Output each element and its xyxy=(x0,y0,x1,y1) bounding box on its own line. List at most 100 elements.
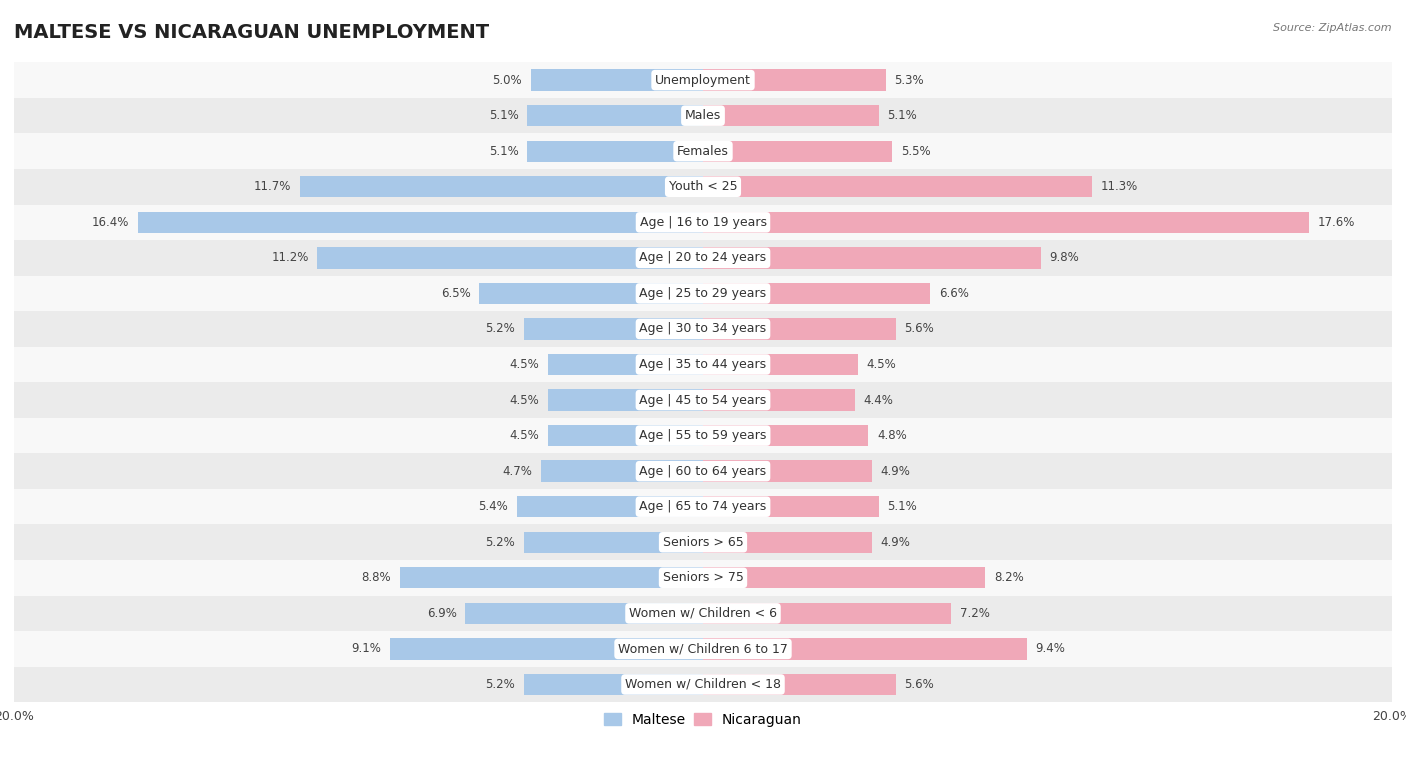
Bar xyxy=(14,311,1392,347)
Text: 6.5%: 6.5% xyxy=(440,287,471,300)
Bar xyxy=(517,496,703,517)
Bar xyxy=(703,496,879,517)
Bar xyxy=(703,176,1092,198)
Text: 5.1%: 5.1% xyxy=(489,109,519,122)
Bar xyxy=(524,318,703,340)
Bar xyxy=(14,204,1392,240)
Bar xyxy=(703,70,886,91)
Text: 11.2%: 11.2% xyxy=(271,251,308,264)
Text: 8.8%: 8.8% xyxy=(361,572,391,584)
Bar xyxy=(703,389,855,411)
Text: Age | 20 to 24 years: Age | 20 to 24 years xyxy=(640,251,766,264)
Bar xyxy=(703,283,931,304)
Text: 5.2%: 5.2% xyxy=(485,536,515,549)
Text: 11.3%: 11.3% xyxy=(1101,180,1137,193)
Bar xyxy=(527,141,703,162)
Bar xyxy=(14,489,1392,525)
Text: 5.6%: 5.6% xyxy=(904,678,934,691)
Bar xyxy=(703,141,893,162)
Text: 5.0%: 5.0% xyxy=(492,73,522,86)
Bar xyxy=(541,460,703,481)
Bar xyxy=(14,453,1392,489)
Text: Age | 35 to 44 years: Age | 35 to 44 years xyxy=(640,358,766,371)
Text: Source: ZipAtlas.com: Source: ZipAtlas.com xyxy=(1274,23,1392,33)
Bar xyxy=(703,638,1026,659)
Bar xyxy=(318,248,703,269)
Bar xyxy=(14,240,1392,276)
Bar xyxy=(14,418,1392,453)
Text: 5.2%: 5.2% xyxy=(485,322,515,335)
Text: Seniors > 65: Seniors > 65 xyxy=(662,536,744,549)
Text: 5.1%: 5.1% xyxy=(887,109,917,122)
Bar xyxy=(465,603,703,624)
Text: 5.1%: 5.1% xyxy=(887,500,917,513)
Bar xyxy=(703,212,1309,233)
Text: 11.7%: 11.7% xyxy=(254,180,291,193)
Bar xyxy=(703,460,872,481)
Bar xyxy=(299,176,703,198)
Bar xyxy=(703,248,1040,269)
Text: 16.4%: 16.4% xyxy=(91,216,129,229)
Text: 4.5%: 4.5% xyxy=(509,429,540,442)
Bar xyxy=(14,525,1392,560)
Text: 5.4%: 5.4% xyxy=(478,500,509,513)
Text: 4.9%: 4.9% xyxy=(880,536,910,549)
Text: 8.2%: 8.2% xyxy=(994,572,1024,584)
Bar xyxy=(703,674,896,695)
Text: 17.6%: 17.6% xyxy=(1317,216,1355,229)
Text: Age | 16 to 19 years: Age | 16 to 19 years xyxy=(640,216,766,229)
Bar xyxy=(14,631,1392,667)
Text: Youth < 25: Youth < 25 xyxy=(669,180,737,193)
Text: 9.4%: 9.4% xyxy=(1035,643,1066,656)
Text: MALTESE VS NICARAGUAN UNEMPLOYMENT: MALTESE VS NICARAGUAN UNEMPLOYMENT xyxy=(14,23,489,42)
Bar xyxy=(14,560,1392,596)
Text: Age | 60 to 64 years: Age | 60 to 64 years xyxy=(640,465,766,478)
Text: Age | 30 to 34 years: Age | 30 to 34 years xyxy=(640,322,766,335)
Bar xyxy=(524,674,703,695)
Text: Age | 55 to 59 years: Age | 55 to 59 years xyxy=(640,429,766,442)
Bar xyxy=(14,133,1392,169)
Bar xyxy=(14,62,1392,98)
Bar xyxy=(548,354,703,375)
Bar xyxy=(703,425,869,447)
Bar xyxy=(399,567,703,588)
Text: 5.1%: 5.1% xyxy=(489,145,519,157)
Bar xyxy=(703,105,879,126)
Text: Women w/ Children 6 to 17: Women w/ Children 6 to 17 xyxy=(619,643,787,656)
Text: 4.7%: 4.7% xyxy=(502,465,533,478)
Bar xyxy=(524,531,703,553)
Text: Males: Males xyxy=(685,109,721,122)
Text: Age | 25 to 29 years: Age | 25 to 29 years xyxy=(640,287,766,300)
Text: Unemployment: Unemployment xyxy=(655,73,751,86)
Text: 9.1%: 9.1% xyxy=(352,643,381,656)
Text: 6.6%: 6.6% xyxy=(939,287,969,300)
Text: 4.5%: 4.5% xyxy=(509,358,540,371)
Bar xyxy=(527,105,703,126)
Text: 5.6%: 5.6% xyxy=(904,322,934,335)
Text: 4.5%: 4.5% xyxy=(509,394,540,407)
Bar xyxy=(703,318,896,340)
Text: 9.8%: 9.8% xyxy=(1049,251,1078,264)
Bar xyxy=(703,531,872,553)
Bar xyxy=(14,169,1392,204)
Bar xyxy=(138,212,703,233)
Text: 4.8%: 4.8% xyxy=(877,429,907,442)
Text: Women w/ Children < 18: Women w/ Children < 18 xyxy=(626,678,780,691)
Bar xyxy=(14,347,1392,382)
Text: 4.4%: 4.4% xyxy=(863,394,893,407)
Text: Age | 45 to 54 years: Age | 45 to 54 years xyxy=(640,394,766,407)
Bar xyxy=(14,667,1392,702)
Text: Seniors > 75: Seniors > 75 xyxy=(662,572,744,584)
Text: 5.2%: 5.2% xyxy=(485,678,515,691)
Bar xyxy=(531,70,703,91)
Bar xyxy=(703,354,858,375)
Text: 4.5%: 4.5% xyxy=(866,358,897,371)
Text: 7.2%: 7.2% xyxy=(960,607,990,620)
Text: Age | 65 to 74 years: Age | 65 to 74 years xyxy=(640,500,766,513)
Text: 4.9%: 4.9% xyxy=(880,465,910,478)
Bar xyxy=(14,382,1392,418)
Bar xyxy=(389,638,703,659)
Bar xyxy=(14,98,1392,133)
Bar xyxy=(479,283,703,304)
Bar xyxy=(548,389,703,411)
